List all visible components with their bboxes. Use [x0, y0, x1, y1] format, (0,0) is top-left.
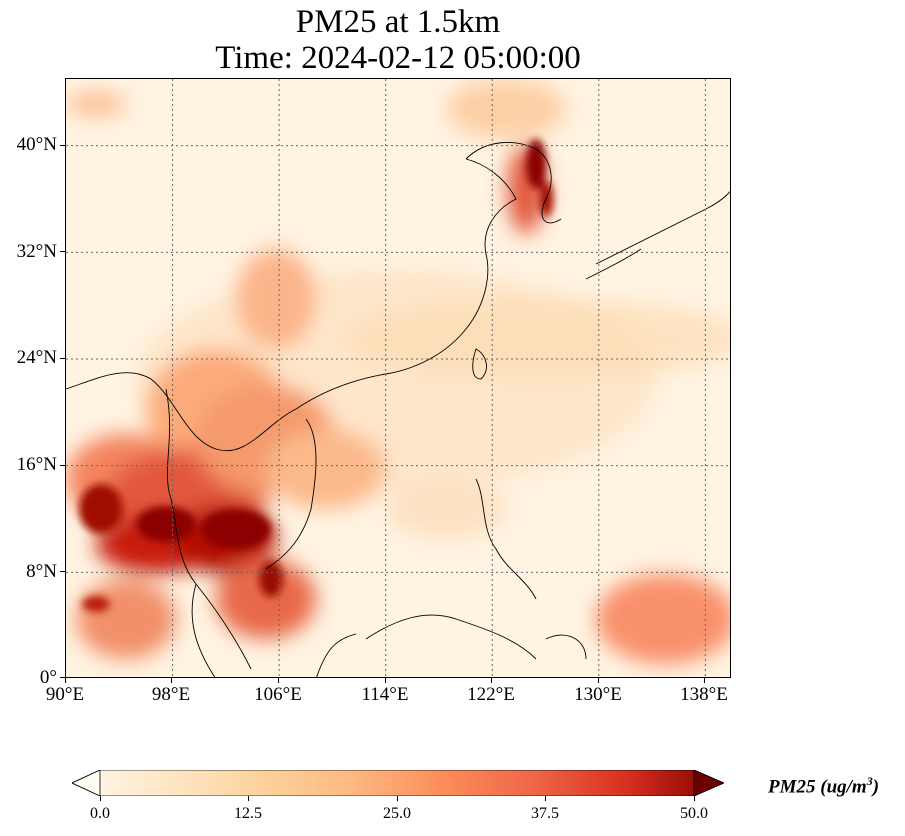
gridlines — [66, 79, 730, 677]
lat-tick-mark — [60, 358, 65, 359]
pm25-map-panel — [65, 78, 731, 678]
colorbar-tick-mark — [248, 796, 249, 801]
lat-tick-mark — [60, 677, 65, 678]
lat-tick-label: 24°N — [16, 347, 57, 368]
lat-tick-label: 8°N — [26, 561, 57, 582]
colorbar-tick-label: 12.5 — [234, 805, 262, 822]
lon-tick-label: 98°E — [151, 684, 191, 705]
colorbar-tick-label: 50.0 — [680, 805, 708, 822]
colorbar-tick-mark — [397, 796, 398, 801]
lon-tick-label: 122°E — [467, 684, 515, 705]
lat-tick-label: 32°N — [16, 241, 57, 262]
lon-tick-label: 90°E — [45, 684, 85, 705]
lon-tick-label: 114°E — [361, 684, 409, 705]
colorbar-label-sup: 3 — [866, 774, 873, 788]
lat-tick-mark — [60, 145, 65, 146]
lat-tick-label: 40°N — [16, 134, 57, 155]
lon-tick-label: 130°E — [574, 684, 622, 705]
lon-tick-mark — [278, 678, 279, 683]
lat-tick-mark — [60, 571, 65, 572]
lat-tick-label: 16°N — [16, 454, 57, 475]
title-line-2: Time: 2024-02-12 05:00:00 — [215, 40, 581, 76]
lat-tick-mark — [60, 465, 65, 466]
map-canvas — [66, 79, 730, 677]
colorbar-extend-low — [72, 770, 101, 796]
colorbar-tick-label: 25.0 — [383, 805, 411, 822]
lon-tick-mark — [491, 678, 492, 683]
colorbar-tick-mark — [100, 796, 101, 801]
lat-tick-label: 0° — [39, 667, 57, 688]
colorbar-label-end: ) — [872, 776, 880, 798]
title-line-1: PM25 at 1.5km — [295, 4, 501, 40]
colorbar — [72, 770, 724, 796]
colorbar-gradient — [72, 770, 724, 796]
coastlines — [66, 142, 730, 677]
lon-tick-mark — [171, 678, 172, 683]
lon-tick-mark — [385, 678, 386, 683]
colorbar-tick-label: 37.5 — [531, 805, 559, 822]
lon-tick-mark — [704, 678, 705, 683]
colorbar-label: PM25 (ug/m3) — [768, 774, 879, 798]
pm25-hotspots — [79, 139, 553, 612]
lon-tick-mark — [65, 678, 66, 683]
colorbar-tick-mark — [694, 796, 695, 801]
map-title: PM25 at 1.5km Time: 2024-02-12 05:00:00 — [65, 4, 731, 76]
lat-tick-mark — [60, 251, 65, 252]
colorbar-label-main: PM25 (ug/m — [768, 776, 867, 798]
colorbar-extend-high — [693, 770, 724, 796]
lon-tick-label: 138°E — [680, 684, 728, 705]
colorbar-tick-label: 0.0 — [90, 805, 110, 822]
colorbar-tick-mark — [545, 796, 546, 801]
lon-tick-label: 106°E — [254, 684, 302, 705]
lon-tick-mark — [598, 678, 599, 683]
